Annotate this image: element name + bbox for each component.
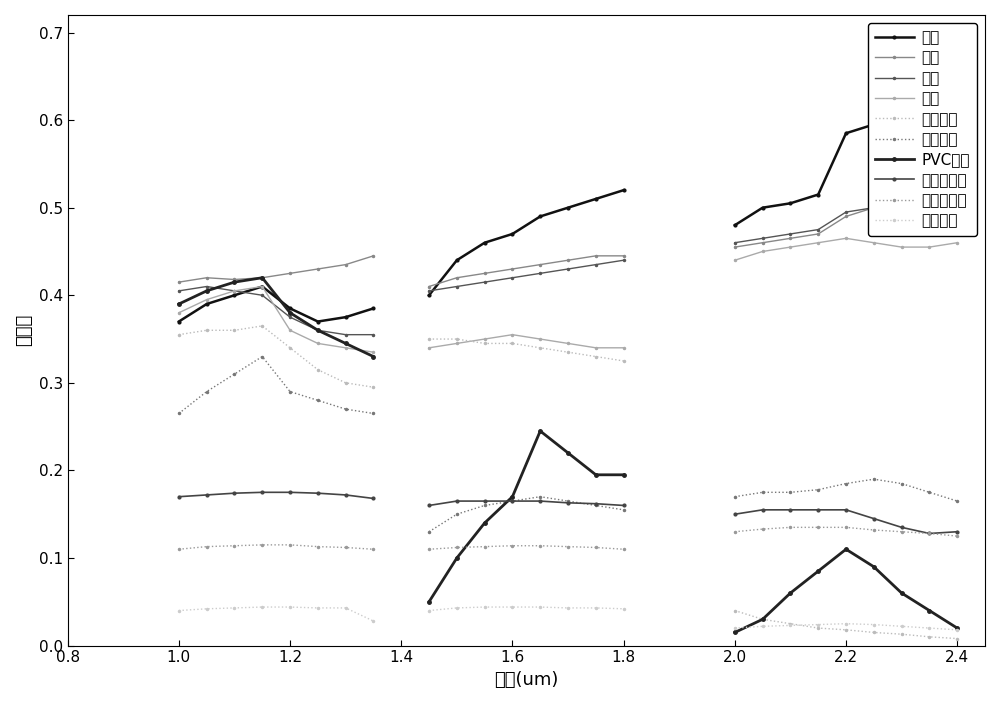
Y-axis label: 反射率: 反射率 bbox=[15, 314, 33, 346]
Legend: 草地, 灌木, 树木, 裸土, 氥青屋顶, 金属屋顶, PVC屋顶, 旧氥青路面, 新氥青路面, 水泥路面: 草地, 灌木, 树木, 裸土, 氥青屋顶, 金属屋顶, PVC屋顶, 旧氥青路面… bbox=[868, 23, 977, 236]
X-axis label: 波长(um): 波长(um) bbox=[494, 671, 559, 689]
